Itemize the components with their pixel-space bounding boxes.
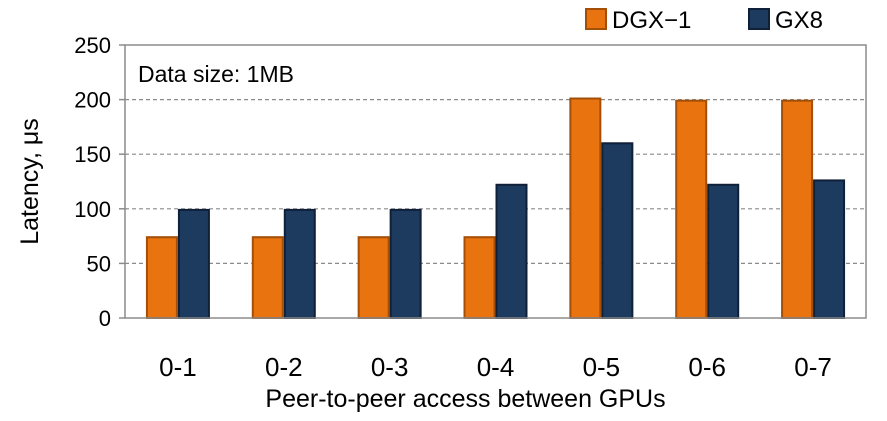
- legend: DGX−1 GX8: [585, 7, 823, 34]
- bar-gx8-0-1: [177, 208, 210, 319]
- bar-dgx1-0-1: [145, 236, 178, 319]
- bar-gx8-0-4: [495, 183, 528, 319]
- plot-frame: [124, 44, 867, 319]
- bar-gx8-0-3: [389, 208, 422, 319]
- x-tick-label: 0-4: [477, 352, 515, 382]
- y-axis-title: Latency, μs: [16, 118, 44, 245]
- bar-dgx1-0-2: [251, 236, 284, 319]
- y-tick-label: 150: [74, 142, 111, 167]
- legend-swatch-gx8: [748, 8, 770, 30]
- x-tick-labels: 0-1 0-2 0-3 0-4 0-5 0-6 0-7: [159, 352, 832, 382]
- x-tick-label: 0-1: [159, 352, 197, 382]
- y-tick-label: 200: [74, 88, 111, 113]
- x-axis-title: Peer-to-peer access between GPUs: [265, 385, 665, 413]
- bar-dgx1-0-4: [463, 236, 496, 319]
- gridlines: [125, 98, 866, 264]
- y-tick-label: 50: [87, 251, 111, 276]
- x-tick-label: 0-2: [265, 352, 303, 382]
- bar-gx8-0-2: [283, 208, 316, 319]
- bar-dgx1-0-3: [357, 236, 390, 319]
- x-tick-label: 0-7: [794, 352, 832, 382]
- bar-dgx1-0-6: [675, 99, 708, 319]
- bar-gx8-0-6: [707, 183, 740, 319]
- bar-gx8-0-5: [601, 142, 634, 319]
- y-tick-label: 100: [74, 197, 111, 222]
- bar-dgx1-0-7: [781, 99, 814, 319]
- bar-gx8-0-7: [813, 179, 846, 319]
- legend-label-dgx1: DGX−1: [612, 7, 691, 34]
- data-size-annotation: Data size: 1MB: [138, 61, 294, 87]
- x-tick-label: 0-6: [688, 352, 726, 382]
- x-tick-label: 0-5: [583, 352, 621, 382]
- y-tick-labels: 0 50 100 150 200 250: [74, 33, 125, 331]
- y-tick-label: 250: [74, 33, 111, 58]
- y-tick-label: 0: [99, 306, 111, 331]
- x-tick-label: 0-3: [371, 352, 409, 382]
- legend-label-gx8: GX8: [775, 7, 823, 34]
- bar-dgx1-0-5: [569, 97, 602, 320]
- legend-swatch-dgx1: [585, 8, 607, 30]
